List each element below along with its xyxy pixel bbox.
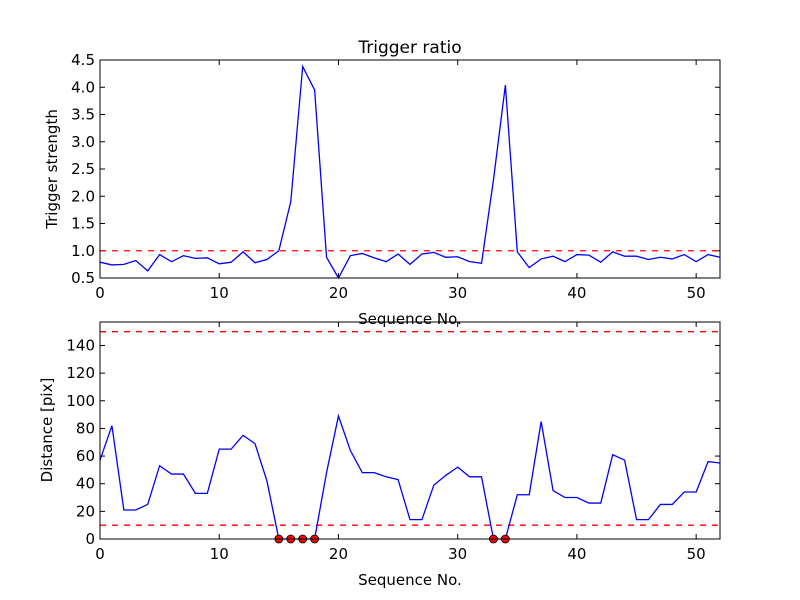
top-y-label: Trigger strength — [43, 109, 61, 230]
top-x-tick-label: 0 — [95, 284, 105, 302]
bottom-y-tick-label: 80 — [76, 419, 95, 437]
top-x-tick-label: 40 — [567, 284, 586, 302]
bottom-axes: 0 10 20 30 40 50 0 20 40 60 80 100 120 140 — [66, 321, 721, 563]
top-y-tick-label: 1.5 — [71, 215, 95, 233]
top-y-tick-label: 2.0 — [71, 187, 95, 205]
top-x-tick-label: 30 — [448, 284, 467, 302]
top-y-tick-label: 4.5 — [71, 51, 95, 69]
top-x-label: Sequence No. — [358, 310, 462, 328]
bottom-y-label: Distance [pix] — [38, 378, 56, 483]
top-y-tick-label: 3.5 — [71, 106, 95, 124]
top-y-tick-label: 4.0 — [71, 78, 95, 96]
bottom-y-tick-label: 140 — [66, 336, 95, 354]
top-series-line — [99, 64, 721, 280]
bottom-y-tick-label: 20 — [76, 502, 95, 520]
bottom-x-tick-label: 0 — [95, 545, 105, 563]
bottom-y-tick-label: 120 — [66, 364, 95, 382]
top-y-tick-label: 3.0 — [71, 133, 95, 151]
bottom-y-tick-label: 40 — [76, 475, 95, 493]
bottom-y-tick-label: 60 — [76, 447, 95, 465]
top-y-tick-label: 2.5 — [71, 160, 95, 178]
top-x-tick-label: 50 — [687, 284, 706, 302]
top-y-tick-label: 0.5 — [71, 269, 95, 287]
bottom-x-tick-label: 40 — [567, 545, 586, 563]
bottom-y-tick-label: 0 — [85, 530, 95, 548]
bottom-x-tick-label: 50 — [687, 545, 706, 563]
bottom-series-line — [99, 413, 721, 540]
bottom-axes-frame — [99, 321, 721, 540]
bottom-x-tick-label: 20 — [329, 545, 348, 563]
top-axes-frame — [99, 59, 721, 279]
top-y-tick-label: 1.0 — [71, 242, 95, 260]
top-x-tick-label: 10 — [210, 284, 229, 302]
bottom-x-tick-label: 10 — [210, 545, 229, 563]
top-chart-title: Trigger ratio — [357, 38, 461, 58]
top-axes: 0 10 20 30 40 50 0.5 1.0 1.5 2.0 2.5 3.0 3.5 4.0 4.5 — [71, 51, 721, 302]
bottom-x-label: Sequence No. — [358, 571, 462, 589]
bottom-x-tick-label: 30 — [448, 545, 467, 563]
top-x-tick-label: 20 — [329, 284, 348, 302]
bottom-y-tick-label: 100 — [66, 392, 95, 410]
